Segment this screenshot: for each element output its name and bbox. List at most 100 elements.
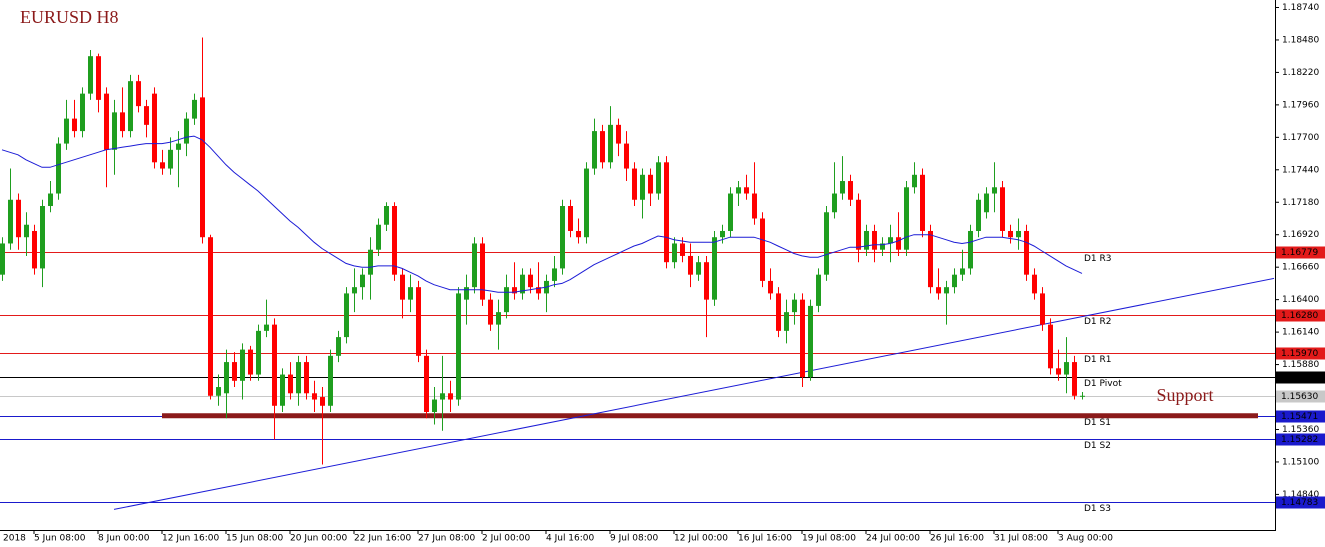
x-tick-label: 9 Jul 08:00 [610,534,659,544]
level-price-label: 1.16280 [1281,311,1318,321]
candle-body [944,287,949,294]
candle-body [704,262,709,300]
candle-body [1008,230,1013,238]
candle-body [840,181,845,194]
candle-body [128,81,133,132]
x-tick-label: 4 Jul 16:00 [546,534,595,544]
candle-body [672,243,677,263]
candle-body [728,193,733,231]
candle-body [56,143,61,194]
level-price-box [1276,371,1325,384]
candle-body [160,162,165,169]
level-name: D1 Pivot [1084,379,1122,389]
x-tick-label: 5 Jun 08:00 [34,534,86,544]
level-price-label: 1.14783 [1281,498,1318,508]
candle-body [744,187,749,194]
candle-body [576,230,581,238]
candle-body [888,237,893,244]
level-price-label: 1.15781 [1281,373,1318,383]
candle-body [664,162,669,263]
candle-body [1032,274,1037,294]
candle-body [64,118,69,144]
candle-body [48,193,53,207]
x-tick-label: 22 Jun 16:00 [354,534,411,544]
candle-body [208,237,213,396]
candle-body [184,118,189,144]
x-tick-label: 2 Jul 00:00 [482,534,531,544]
candle-body [904,187,909,250]
candle-body [88,56,93,94]
candle-body [648,174,653,194]
candle-body [336,337,341,356]
candle-body [176,143,181,150]
candle-body [456,293,461,400]
candle-body [984,193,989,213]
level-price-label: 1.16779 [1281,248,1318,258]
candle-body [432,399,437,413]
y-tick-label: 1.18480 [1282,35,1319,45]
candle-body [256,330,261,375]
candle-body [240,349,245,381]
candle-body [216,387,221,396]
candle-body [144,106,149,125]
y-tick-label: 1.17440 [1282,165,1319,175]
candle-body [1080,395,1085,397]
y-tick-label: 1.16140 [1282,328,1319,338]
candle-body [824,212,829,275]
y-tick-label: 1.15880 [1282,360,1319,370]
candle-body [416,287,421,356]
candle-body [656,162,661,194]
candle-body [96,56,101,100]
candle-body [200,97,205,238]
candle-body [528,274,533,288]
candle-body [536,287,541,294]
candle-body [832,193,837,213]
x-tick-label: 26 Jul 16:00 [930,534,984,544]
candle-body [1024,230,1029,275]
level-name: D1 S2 [1084,441,1111,451]
candle-body [24,224,29,238]
candle-body [696,262,701,275]
candle-body [992,187,997,194]
candle-body [856,199,861,250]
candle-body [312,393,317,400]
candle-body [552,268,557,281]
candle-body [688,255,693,275]
y-tick-label: 1.15100 [1282,457,1319,467]
x-tick-label: 12 Jun 16:00 [162,534,219,544]
candle-body [624,143,629,169]
candle-body [0,243,5,275]
candle-body [520,274,525,294]
candle-body [480,243,485,300]
candle-body [384,206,389,225]
level-name: D1 S3 [1084,504,1111,514]
candle-body [712,237,717,300]
level-price-box [1276,433,1325,446]
x-tick-label: 31 Jul 08:00 [994,534,1048,544]
candle-body [136,81,141,107]
candle-body [800,299,805,378]
candle-body [8,199,13,244]
candle-body [464,287,469,300]
candle-body [968,230,973,269]
candle-body [40,206,45,269]
x-tick-label: 16 Jul 16:00 [738,534,792,544]
level-price-box [1276,390,1325,403]
candle-body [280,374,285,406]
candle-body [680,243,685,256]
candle-body [496,312,501,325]
candle-body [448,393,453,400]
x-tick-label: 3 Aug 00:00 [1058,534,1113,544]
candle-body [504,287,509,313]
candle-body [168,149,173,169]
y-tick-label: 1.16400 [1282,295,1319,305]
candle-body [112,112,117,150]
candle-body [16,199,21,238]
candle-body [104,93,109,150]
candle-body [288,374,293,394]
candle-body [560,206,565,269]
level-price-box [1276,496,1325,509]
level-name: D1 R2 [1084,317,1112,327]
candle-body [320,397,325,406]
